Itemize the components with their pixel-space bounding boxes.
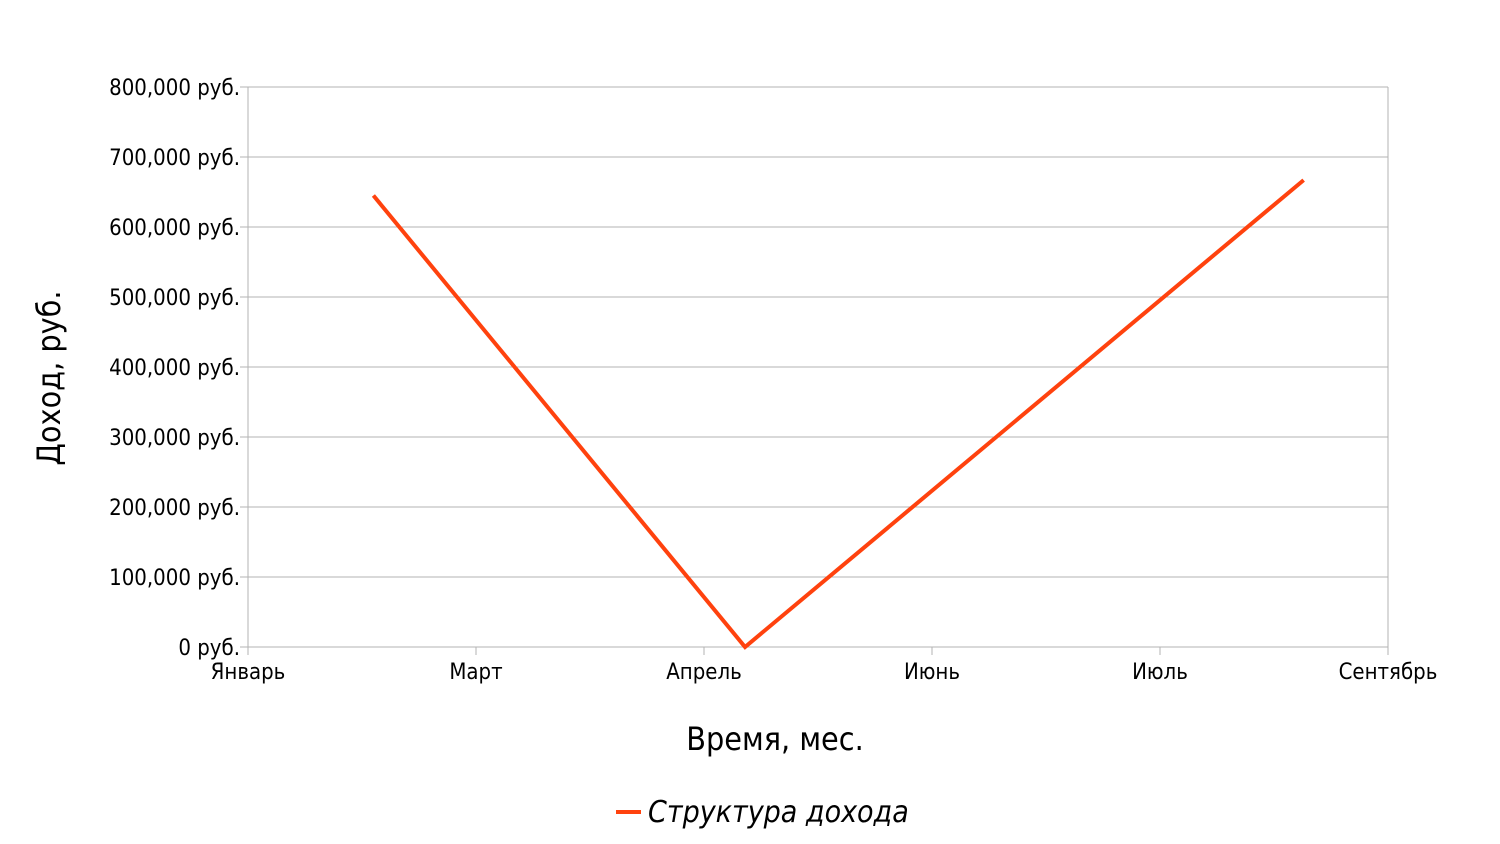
grid-lines — [248, 86, 1388, 648]
legend: Структура дохода — [616, 795, 909, 830]
x-axis-title: Время, мес. — [686, 720, 863, 758]
x-axis-ticks: Январь Март Апрель Июнь Июль Сентябрь — [211, 647, 1438, 685]
y-tick-label: 500,000 руб. — [109, 286, 240, 311]
y-tick-label: 800,000 руб. — [109, 76, 240, 101]
x-tick-label: Март — [449, 660, 502, 685]
x-tick-label: Январь — [211, 660, 286, 685]
y-tick-label: 700,000 руб. — [109, 146, 240, 171]
x-tick-label: Апрель — [666, 660, 742, 685]
y-axis-title: Доход, руб. — [30, 290, 68, 465]
series-layer — [371, 178, 1305, 650]
x-tick-label: Июль — [1132, 660, 1188, 685]
x-tick-label: Сентябрь — [1339, 660, 1438, 685]
y-axis-ticks: 0 руб. 100,000 руб. 200,000 руб. 300,000 ру… — [109, 76, 248, 661]
legend-label: Структура дохода — [648, 795, 909, 830]
y-tick-label: 100,000 руб. — [109, 566, 240, 591]
x-tick-label: Июнь — [904, 660, 960, 685]
y-tick-label: 600,000 руб. — [109, 216, 240, 241]
y-tick-label: 300,000 руб. — [109, 426, 240, 451]
y-tick-label: 200,000 руб. — [109, 496, 240, 521]
y-tick-label: 0 руб. — [178, 636, 240, 661]
y-tick-label: 400,000 руб. — [109, 356, 240, 381]
